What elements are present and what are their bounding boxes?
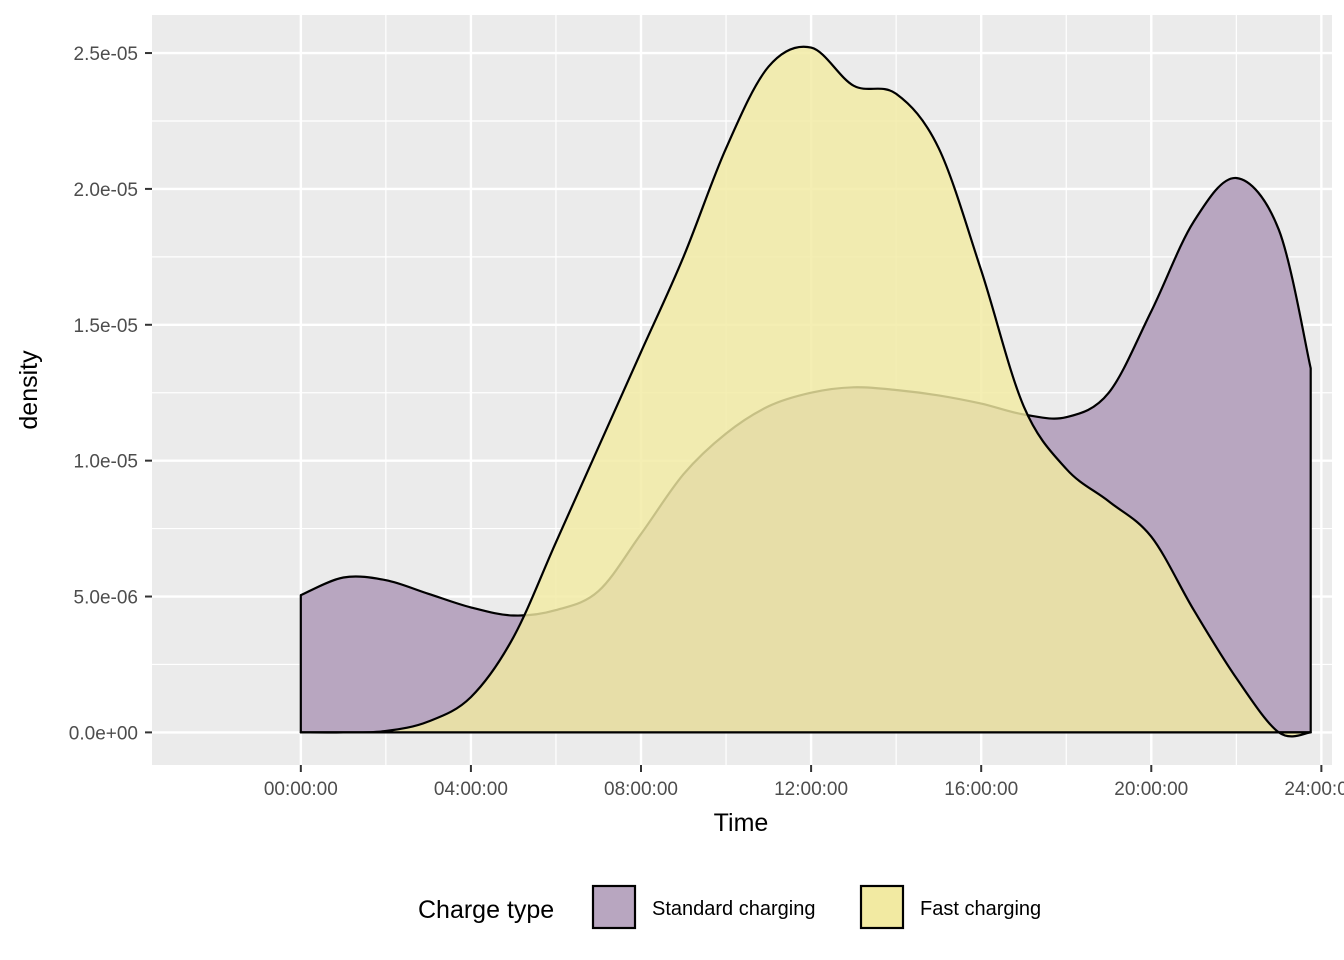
legend-label: Standard charging xyxy=(652,898,815,920)
y-tick-label: 2.5e-05 xyxy=(74,44,138,65)
x-tick-label: 12:00:00 xyxy=(774,779,848,800)
density-area-fast-charging xyxy=(299,45,1312,738)
legend-label: Fast charging xyxy=(920,898,1041,920)
x-axis: 00:00:00 04:00:00 08:00:00 12:00:00 16:00:00… xyxy=(264,765,1344,800)
legend-title: Charge type xyxy=(418,896,554,924)
x-tick-label: 04:00:00 xyxy=(434,779,508,800)
legend-swatch xyxy=(859,884,905,930)
y-tick-label: 2.0e-05 xyxy=(74,180,138,201)
x-tick-label: 00:00:00 xyxy=(264,779,338,800)
y-tick-label: 1.5e-05 xyxy=(74,316,138,337)
y-tick-label: 0.0e+00 xyxy=(69,723,138,744)
density-areas xyxy=(299,45,1312,738)
y-axis-title: density xyxy=(15,350,43,430)
x-axis-title: Time xyxy=(714,809,769,837)
y-tick-label: 5.0e-06 xyxy=(74,588,138,609)
x-tick-label: 24:00:00 xyxy=(1284,779,1344,800)
legend-swatch xyxy=(591,884,637,930)
legend: Charge type Standard charging Fast chargin… xyxy=(418,884,1041,930)
x-tick-label: 16:00:00 xyxy=(944,779,1018,800)
y-tick-label: 1.0e-05 xyxy=(74,452,138,473)
x-tick-label: 20:00:00 xyxy=(1114,779,1188,800)
y-axis: 0.0e+00 5.0e-06 1.0e-05 1.5e-05 2.0e-05 2.5e-… xyxy=(69,44,152,744)
x-tick-label: 08:00:00 xyxy=(604,779,678,800)
